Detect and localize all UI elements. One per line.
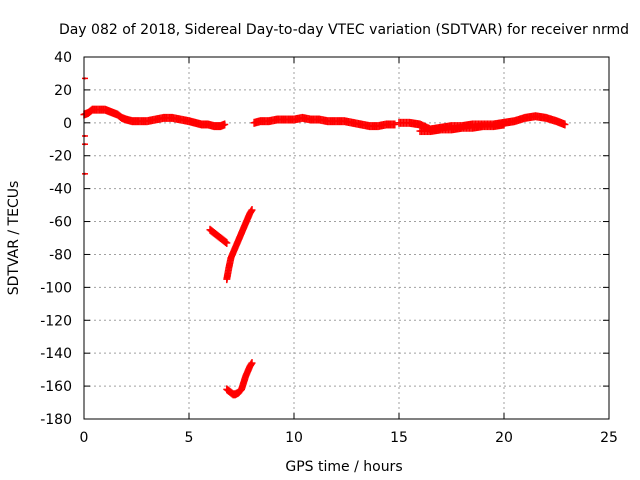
y-tick-label: -20 xyxy=(49,149,72,165)
y-tick-label: 40 xyxy=(54,50,72,66)
x-tick-labels: 0 5 10 15 20 25 xyxy=(80,430,618,446)
data-point xyxy=(248,359,256,368)
x-axis-label: GPS time / hours xyxy=(285,459,402,475)
chart-title: Day 082 of 2018, Sidereal Day-to-day VTE… xyxy=(59,22,629,38)
series-segment-main-morning xyxy=(80,105,229,131)
x-tick-label: 25 xyxy=(600,430,618,446)
axis-ticks xyxy=(83,56,610,420)
y-tick-label: -160 xyxy=(40,379,72,395)
data-point xyxy=(222,238,230,247)
series-segment-main-afternoon-lower xyxy=(416,120,508,136)
series-segment-drop-long xyxy=(223,206,256,284)
data-point xyxy=(82,134,88,137)
x-tick-label: 10 xyxy=(285,430,303,446)
data-point xyxy=(82,172,88,175)
y-tick-label: -180 xyxy=(40,412,72,428)
x-tick-label: 0 xyxy=(80,430,89,446)
y-tick-label: -100 xyxy=(40,280,72,296)
y-axis-label: SDTVAR / TECUs xyxy=(6,181,22,296)
series-segment-drop-bottom xyxy=(223,359,256,399)
x-tick-label: 20 xyxy=(495,430,513,446)
series-segment-left-edge-ticks xyxy=(82,77,88,175)
data-point xyxy=(223,238,231,247)
series-segment-drop-short xyxy=(206,225,231,247)
data-point xyxy=(82,77,88,80)
data-point xyxy=(248,206,256,215)
y-tick-label: 20 xyxy=(54,83,72,99)
y-tick-label: -140 xyxy=(40,346,72,362)
x-tick-label: 15 xyxy=(390,430,408,446)
x-tick-label: 5 xyxy=(185,430,194,446)
data-point xyxy=(82,143,88,146)
plot-frame xyxy=(83,56,610,420)
data-point xyxy=(561,120,569,129)
y-tick-label: -40 xyxy=(49,182,72,198)
data-point xyxy=(500,120,508,129)
y-tick-label: -80 xyxy=(49,247,72,263)
y-tick-label: -120 xyxy=(40,313,72,329)
data-point xyxy=(391,120,399,129)
data-point xyxy=(221,120,229,129)
y-tick-label: 0 xyxy=(63,116,72,132)
series-segment-main-midday xyxy=(250,113,399,131)
y-tick-labels: 40 20 0 -20 -40 -60 -80 -100 -120 -140 -160 -180 xyxy=(40,50,72,428)
y-tick-label: -60 xyxy=(49,215,72,231)
grid xyxy=(84,57,609,419)
data-points xyxy=(80,77,569,399)
